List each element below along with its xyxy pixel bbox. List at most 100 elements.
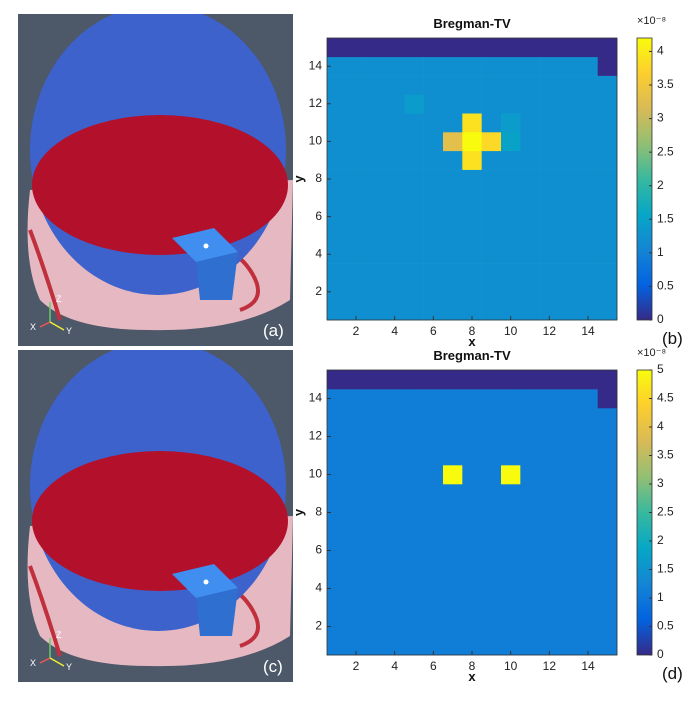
heatmap-cell [365, 75, 386, 95]
heatmap-cell [520, 408, 540, 428]
heatmap-cell [404, 94, 424, 114]
heatmap-cell [597, 522, 618, 542]
heatmap-cell [346, 94, 366, 114]
heatmap-cell [520, 446, 540, 466]
heatmap-cell [501, 132, 521, 152]
heatmap-cell [559, 226, 579, 246]
heatmap-cell [481, 263, 502, 283]
sensor-side [196, 588, 238, 636]
heatmap-cell [327, 113, 347, 133]
heatmap-cell [481, 132, 502, 152]
heatmap-cell [578, 132, 598, 152]
heatmap-cell [520, 484, 540, 504]
heatmap-cell [385, 503, 405, 523]
heatmap-cell [481, 38, 502, 58]
heatmap-cell [597, 75, 618, 95]
heatmap-cell [404, 370, 424, 390]
heatmap-cell [346, 370, 366, 390]
heatmap-cell [578, 446, 598, 466]
heatmap-cell [346, 282, 366, 302]
heatmap-cell [597, 244, 618, 264]
heatmap-cell [559, 427, 579, 447]
colorbar-tick-label: 2.5 [657, 505, 674, 519]
heatmap-cell [578, 263, 598, 283]
heatmap-cell [385, 579, 405, 599]
heatmap-cell [501, 370, 521, 390]
heatmap-cell [520, 113, 540, 133]
heatmap-cell [481, 503, 502, 523]
heatmap-cell [404, 389, 424, 409]
heatmap-cell [520, 263, 540, 283]
heatmap-cell [539, 446, 560, 466]
heatmap-cell [501, 244, 521, 264]
heatmap-cell [501, 465, 521, 485]
heatmap-cell [597, 150, 618, 170]
colorbar-tick-label: 4 [657, 419, 664, 433]
colorbar-tick-label: 0.5 [657, 619, 674, 633]
heatmap-cell [539, 389, 560, 409]
heatmap-cell [578, 598, 598, 618]
heatmap-cell [578, 560, 598, 580]
heatmap-cell [462, 282, 482, 302]
heatmap-cell [443, 636, 463, 656]
heatmap-cell [443, 617, 463, 637]
heatmap-cell [327, 427, 347, 447]
heatmap-cell [481, 484, 502, 504]
heatmap-cell [385, 465, 405, 485]
y-tick-label: 8 [315, 171, 322, 185]
heatmap-cell [481, 389, 502, 409]
heatmap-cell [443, 207, 463, 227]
heatmap-cell [501, 301, 521, 321]
heatmap-cell [559, 38, 579, 58]
heatmap-cell [423, 188, 444, 208]
heatmap-cell [404, 598, 424, 618]
heatmap-cell [597, 226, 618, 246]
x-axis-label: x [468, 669, 476, 684]
heatmap-cell [327, 408, 347, 428]
axis-y [49, 321, 65, 331]
heatmap-cell [578, 150, 598, 170]
colorbar-tick-label: 1.5 [657, 211, 674, 225]
heatmap-cell [327, 169, 347, 189]
heatmap-cell [443, 244, 463, 264]
y-tick-label: 4 [315, 246, 322, 260]
colorbar-tick-label: 3.5 [657, 448, 674, 462]
heatmap-cell [578, 113, 598, 133]
x-tick-label: 14 [581, 659, 595, 673]
heatmap-cell [346, 389, 366, 409]
heatmap-cell [539, 522, 560, 542]
heatmap-cell [559, 541, 579, 561]
heatmap-cell [501, 38, 521, 58]
heatmap-cell [597, 169, 618, 189]
heatmap-cell [327, 370, 347, 390]
heatmap-cell [481, 169, 502, 189]
heatmap-cell [539, 169, 560, 189]
heatmap-cell [578, 370, 598, 390]
heatmap-cell [423, 522, 444, 542]
heatmap-cell [462, 617, 482, 637]
axis-y [49, 657, 65, 667]
colorbar-tick-label: 1 [657, 590, 664, 604]
heatmap-cell [327, 465, 347, 485]
heatmap-cell [501, 113, 521, 133]
heatmap-cell [443, 56, 463, 76]
heatmap-cell [559, 56, 579, 76]
heatmap-cell [443, 282, 463, 302]
heatmap-cell [423, 389, 444, 409]
heatmap-cell [365, 113, 386, 133]
heatmap-chart: 2 4 6 8 10 12 14 2 4 6 8 10 12 14 Bregman-TV x y 0 0.5 1 1.5… [291, 15, 683, 349]
heatmap-cell [501, 150, 521, 170]
heatmap-cell [578, 465, 598, 485]
heatmap-cell [559, 132, 579, 152]
heatmap-cell [365, 263, 386, 283]
axis-label: Y [66, 662, 72, 672]
heatmap-cell [423, 94, 444, 114]
y-tick-label: 2 [315, 284, 322, 298]
heatmap-cell [539, 560, 560, 580]
colorbar-tick-label: 3 [657, 476, 664, 490]
heatmap-cell [385, 207, 405, 227]
heatmap-cell [501, 636, 521, 656]
heatmap-cell [404, 427, 424, 447]
heatmap-cell [520, 75, 540, 95]
heatmap-cell [539, 132, 560, 152]
